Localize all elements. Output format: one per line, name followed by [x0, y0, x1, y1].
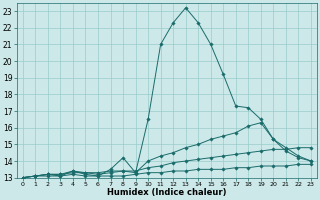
- X-axis label: Humidex (Indice chaleur): Humidex (Indice chaleur): [107, 188, 227, 197]
